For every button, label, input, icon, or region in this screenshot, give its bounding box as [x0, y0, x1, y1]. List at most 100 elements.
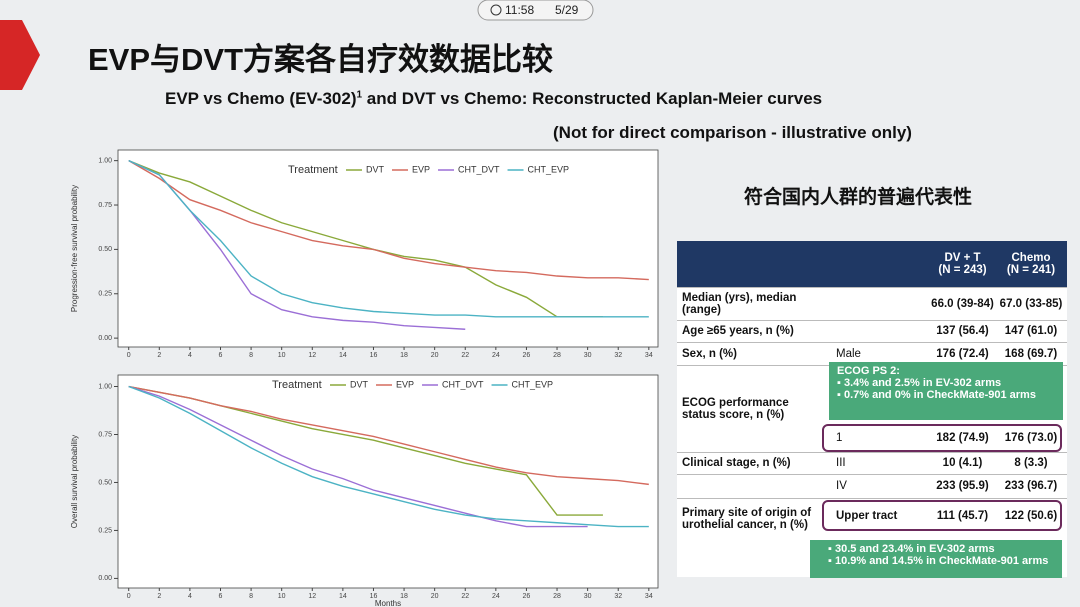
x-tick-label: 12 [308, 593, 316, 600]
x-tick-label: 24 [492, 352, 500, 359]
x-tick-label: 32 [614, 352, 622, 359]
callout-item: ▪ 10.9% and 14.5% in CheckMate-901 arms [828, 555, 1049, 567]
ecog-callout: ECOG PS 2: ▪ 3.4% and 2.5% in EV-302 arm… [829, 362, 1063, 420]
cell: 233 (96.7) [1004, 480, 1058, 492]
x-tick-label: 34 [645, 593, 653, 600]
cell: 111 (45.7) [936, 509, 989, 522]
cell: 168 (69.7) [1004, 347, 1058, 360]
y-tick-label: 0.00 [98, 575, 112, 582]
subtitle-sup: 1 [356, 89, 363, 101]
km-curve [128, 385, 649, 486]
x-tick-label: 2 [157, 593, 161, 600]
cell: 66.0 (39-84) [931, 297, 994, 310]
cell: 233 (95.9) [936, 480, 989, 492]
y-tick-label: 0.00 [98, 335, 112, 342]
cell: 147 (61.0) [1004, 325, 1058, 337]
y-tick-label: 1.00 [98, 383, 112, 390]
legend-label: DVT [366, 164, 385, 174]
x-tick-label: 26 [523, 593, 531, 600]
km-curve [128, 385, 588, 528]
legend-title: Treatment [288, 164, 338, 176]
x-tick-label: 16 [370, 352, 378, 359]
x-tick-label: 6 [219, 352, 223, 359]
plot-panel [117, 149, 659, 348]
x-tick-label: 4 [188, 593, 192, 600]
cell: 8 (3.3) [1014, 457, 1048, 469]
callout-text: 10.9% and 14.5% in CheckMate-901 arms [834, 555, 1049, 567]
cell: Upper tract [836, 509, 898, 522]
cell: 10 (4.1) [942, 457, 983, 469]
y-tick-label: 0.25 [98, 291, 112, 298]
status-page: 5/29 [555, 3, 579, 17]
row-line [677, 474, 1067, 475]
cell: Median (yrs), median (range) [682, 291, 797, 316]
cell: 137 (56.4) [936, 325, 989, 337]
x-tick-label: 8 [249, 593, 253, 600]
cell: 1 [836, 432, 843, 444]
col-header: Chemo (N = 241) [995, 241, 1067, 287]
callout-text: 0.7% and 0% in CheckMate-901 arms [843, 389, 1036, 401]
y-tick-label: 0.50 [98, 479, 112, 486]
x-tick-label: 8 [249, 352, 253, 359]
cell: Sex, n (%) [682, 347, 737, 360]
col-n: (N = 241) [1006, 264, 1056, 276]
x-tick-label: 28 [553, 352, 561, 359]
x-tick-label: 4 [188, 352, 192, 359]
cell: 67.0 (33-85) [999, 297, 1063, 310]
cell: 176 (73.0) [1004, 432, 1058, 444]
callout-item: ▪ 3.4% and 2.5% in EV-302 arms [837, 377, 1002, 389]
callout-item: ▪ 0.7% and 0% in CheckMate-901 arms [837, 389, 1036, 401]
legend-label: DVT [350, 379, 369, 389]
x-tick-label: 22 [461, 593, 469, 600]
y-tick-label: 0.75 [98, 431, 112, 438]
row-line [677, 287, 1067, 288]
x-tick-label: 6 [219, 593, 223, 600]
x-tick-label: 16 [370, 593, 378, 600]
x-tick-label: 30 [584, 352, 592, 359]
x-tick-label: 24 [492, 593, 500, 600]
subtitle: EVP vs Chemo (EV-302)1 and DVT vs Chemo:… [165, 89, 822, 109]
x-tick-label: 14 [339, 352, 347, 359]
plot-panel [117, 374, 659, 589]
y-axis-label: Overall survival probability [70, 435, 79, 528]
km-curve [128, 160, 649, 318]
x-tick-label: 18 [400, 352, 408, 359]
row-line [677, 342, 1067, 343]
cell: 122 (50.6) [1004, 509, 1058, 522]
y-tick-label: 0.50 [98, 246, 112, 253]
legend-label: CHT_DVT [442, 379, 484, 389]
note: (Not for direct comparison - illustrativ… [553, 123, 912, 142]
cell: III [836, 457, 846, 469]
x-tick-label: 18 [400, 593, 408, 600]
col-name: DV + T [944, 252, 981, 264]
x-tick-label: 28 [553, 593, 561, 600]
status-pill [477, 0, 594, 21]
legend-label: CHT_EVP [512, 379, 554, 389]
row-line [677, 320, 1067, 321]
title: EVP与DVT方案各自疗效数据比较 [88, 42, 554, 77]
table-body [677, 287, 1067, 577]
callout-text: 30.5 and 23.4% in EV-302 arms [834, 543, 995, 555]
x-tick-label: 10 [278, 593, 286, 600]
y-tick-label: 1.00 [98, 157, 112, 164]
clock-icon [490, 4, 502, 16]
cell: Male [836, 347, 861, 360]
x-tick-label: 10 [278, 352, 286, 359]
side-heading: 符合国内人群的普遍代表性 [744, 187, 973, 208]
legend-label: CHT_EVP [528, 164, 570, 174]
km-curve [128, 160, 649, 281]
cell: Age ≥65 years, n (%) [682, 325, 794, 337]
x-tick-label: 30 [584, 593, 592, 600]
col-header: DV + T (N = 243) [930, 241, 995, 287]
subtitle-text: and DVT vs Chemo: Reconstructed Kaplan-M… [362, 89, 823, 108]
site-callout: ▪ 30.5 and 23.4% in EV-302 arms ▪ 10.9% … [810, 540, 1062, 578]
y-tick-label: 0.25 [98, 527, 112, 534]
red-arrow [0, 20, 40, 90]
callout-title: ECOG PS 2: [837, 365, 900, 377]
row-line [677, 498, 1067, 499]
x-tick-label: 0 [127, 352, 131, 359]
cell: 176 (72.4) [936, 347, 989, 360]
legend-label: EVP [412, 164, 430, 174]
